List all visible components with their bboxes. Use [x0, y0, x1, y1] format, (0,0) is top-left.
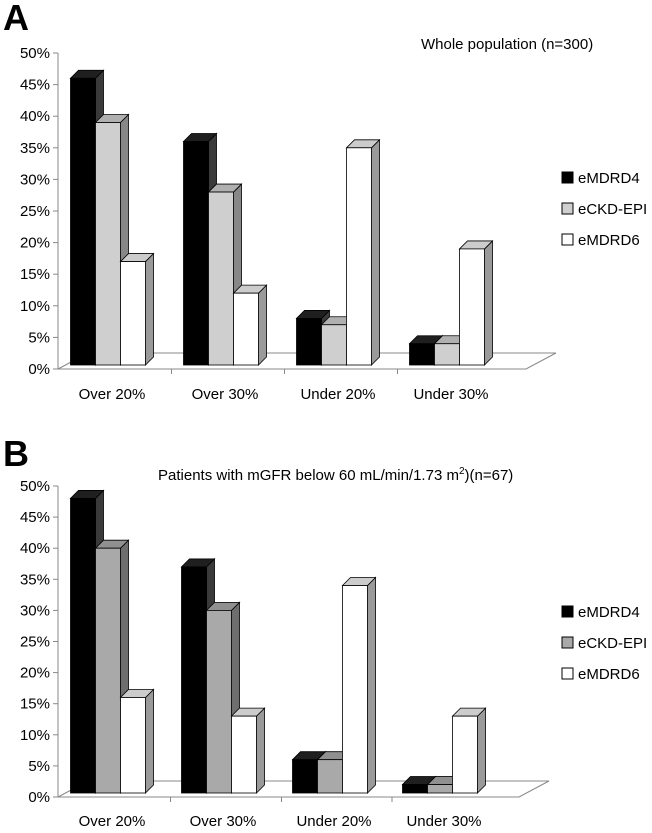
legend-swatch-emdrd4 — [561, 171, 574, 184]
y-tick-label: 10% — [20, 727, 50, 744]
bar-eMDRD6-under-20- — [345, 138, 381, 366]
panel-a-chart: 0% 5% 10% 15% 20% 25% 30% 35% 40% 45% 50% Over 20% O… — [20, 45, 647, 403]
x-category-label: Under 20% — [300, 386, 375, 403]
legend-swatch-emdrd4 — [561, 605, 574, 618]
y-tick-label: 10% — [20, 298, 50, 315]
legend-swatch-eckd-epi — [561, 202, 574, 215]
bar-eMDRD6-over-20- — [119, 688, 155, 794]
legend-swatch-eckd-epi — [561, 636, 574, 649]
x-category-label: Over 20% — [79, 813, 146, 830]
panel-b-title: Patients with mGFR below 60 mL/min/1.73 … — [158, 466, 513, 484]
panel-a-letter: A — [3, 0, 29, 38]
y-tick-label: 25% — [20, 634, 50, 651]
bar-eMDRD6-under-30- — [451, 707, 487, 794]
y-tick-label: 45% — [20, 509, 50, 526]
y-tick-label: 20% — [20, 235, 50, 252]
legend-label-eckd-epi: eCKD-EPI — [578, 201, 647, 218]
legend-swatch-emdrd6 — [561, 667, 574, 680]
x-category-label: Over 20% — [79, 386, 146, 403]
legend-swatch-emdrd6 — [561, 233, 574, 246]
bar-eMDRD6-under-20- — [341, 576, 377, 794]
legend-label-emdrd6: eMDRD6 — [578, 666, 640, 683]
y-tick-label: 15% — [20, 266, 50, 283]
x-category-label: Under 30% — [413, 386, 488, 403]
legend-label-emdrd6: eMDRD6 — [578, 232, 640, 249]
panel-b-title-main: Patients with mGFR below 60 mL/min/1.73 … — [158, 467, 459, 484]
legend-label-emdrd4: eMDRD4 — [578, 604, 640, 621]
y-tick-label: 30% — [20, 171, 50, 188]
y-tick-label: 25% — [20, 203, 50, 220]
legend-label-eckd-epi: eCKD-EPI — [578, 635, 647, 652]
y-tick-label: 40% — [20, 540, 50, 557]
bar-eCKD-EPI-over-30- — [205, 601, 241, 794]
y-tick-label: 50% — [20, 478, 50, 495]
x-category-label: Under 30% — [406, 813, 481, 830]
panel-b-chart: 0% 5% 10% 15% 20% 25% 30% 35% 40% 45% 50% Over 20% O… — [20, 478, 647, 830]
y-tick-label: 5% — [28, 329, 50, 346]
panel-b-title-suffix: )(n=67) — [465, 467, 514, 484]
y-tick-label: 0% — [28, 789, 50, 806]
y-tick-label: 30% — [20, 602, 50, 619]
legend-label-emdrd4: eMDRD4 — [578, 170, 640, 187]
y-tick-label: 15% — [20, 696, 50, 713]
y-tick-label: 40% — [20, 108, 50, 125]
x-category-label: Under 20% — [296, 813, 371, 830]
panel-b-letter: B — [3, 433, 29, 474]
bar-eMDRD6-over-20- — [119, 252, 155, 366]
bar-eMDRD6-over-30- — [230, 707, 266, 794]
y-tick-label: 50% — [20, 45, 50, 62]
panel-a-title: Whole population (n=300) — [421, 36, 593, 53]
y-tick-label: 35% — [20, 140, 50, 157]
y-tick-label: 45% — [20, 77, 50, 94]
x-category-label: Over 30% — [190, 813, 257, 830]
bar-eMDRD6-over-30- — [232, 284, 268, 366]
y-tick-label: 0% — [28, 361, 50, 378]
panel-b-title-superscript: 2 — [459, 466, 465, 477]
bar-eMDRD6-under-30- — [458, 239, 494, 366]
y-tick-label: 20% — [20, 665, 50, 682]
y-tick-label: 5% — [28, 758, 50, 775]
x-category-label: Over 30% — [192, 386, 259, 403]
y-tick-label: 35% — [20, 571, 50, 588]
